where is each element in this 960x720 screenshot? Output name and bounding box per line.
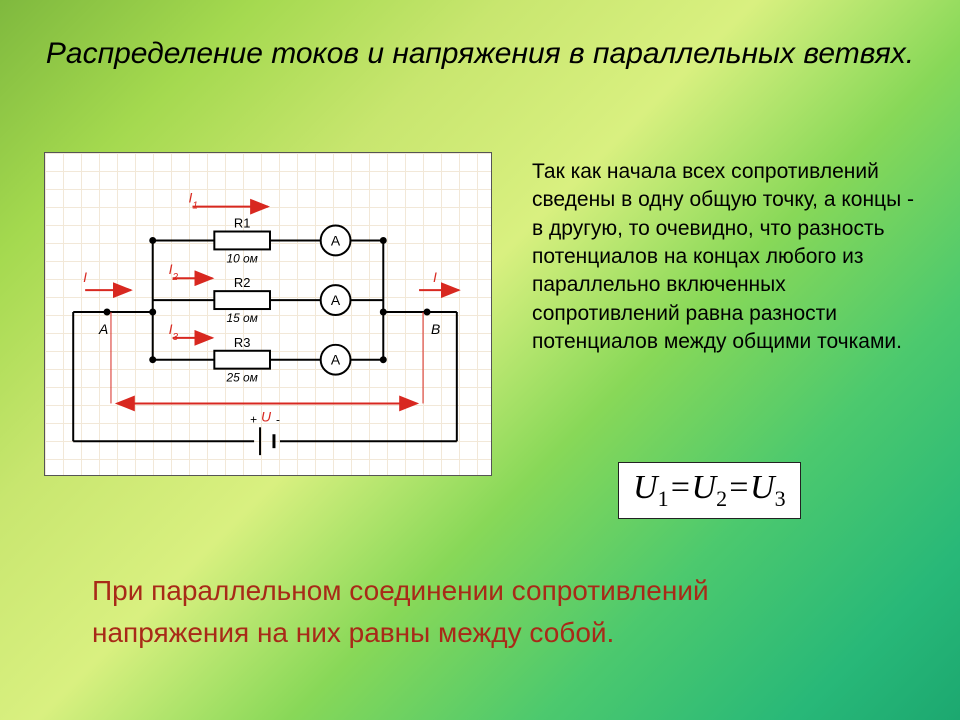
svg-text:R3: R3 (234, 335, 251, 350)
page-title: Распределение токов и напряжения в парал… (0, 28, 960, 79)
formula-box: U1=U2=U3 (618, 462, 801, 519)
svg-text:B: B (431, 321, 440, 337)
svg-text:25 ом: 25 ом (225, 371, 257, 385)
svg-text:A: A (331, 292, 341, 308)
svg-text:R2: R2 (234, 275, 251, 290)
svg-text:I1: I1 (188, 190, 197, 212)
formula-U1: U (633, 469, 658, 506)
svg-text:-: - (276, 412, 280, 426)
formula-U3: U (750, 469, 775, 506)
svg-text:I: I (433, 269, 437, 285)
svg-text:R1: R1 (234, 216, 251, 231)
svg-text:A: A (98, 321, 108, 337)
explanation-text: Так как начала всех сопротивлений сведен… (532, 158, 928, 356)
svg-text:I: I (83, 269, 87, 285)
formula-U2: U (692, 469, 717, 506)
svg-text:A: A (331, 232, 341, 248)
svg-text:A: A (331, 352, 341, 368)
svg-text:15 ом: 15 ом (226, 311, 257, 325)
svg-text:I2: I2 (169, 261, 179, 283)
svg-text:+: + (250, 412, 257, 426)
svg-text:I3: I3 (169, 321, 179, 343)
conclusion-text: При параллельном соединении сопротивлени… (92, 570, 852, 654)
circuit-svg: + - A B I I U R1 10 ом A R2 15 ом A R3 25 ом A I1 I2 I3 (45, 153, 491, 475)
circuit-diagram: + - A B I I U R1 10 ом A R2 15 ом A R3 25 ом A I1 I2 I3 (44, 152, 492, 476)
svg-text:U: U (261, 408, 272, 424)
svg-text:10 ом: 10 ом (226, 251, 257, 265)
